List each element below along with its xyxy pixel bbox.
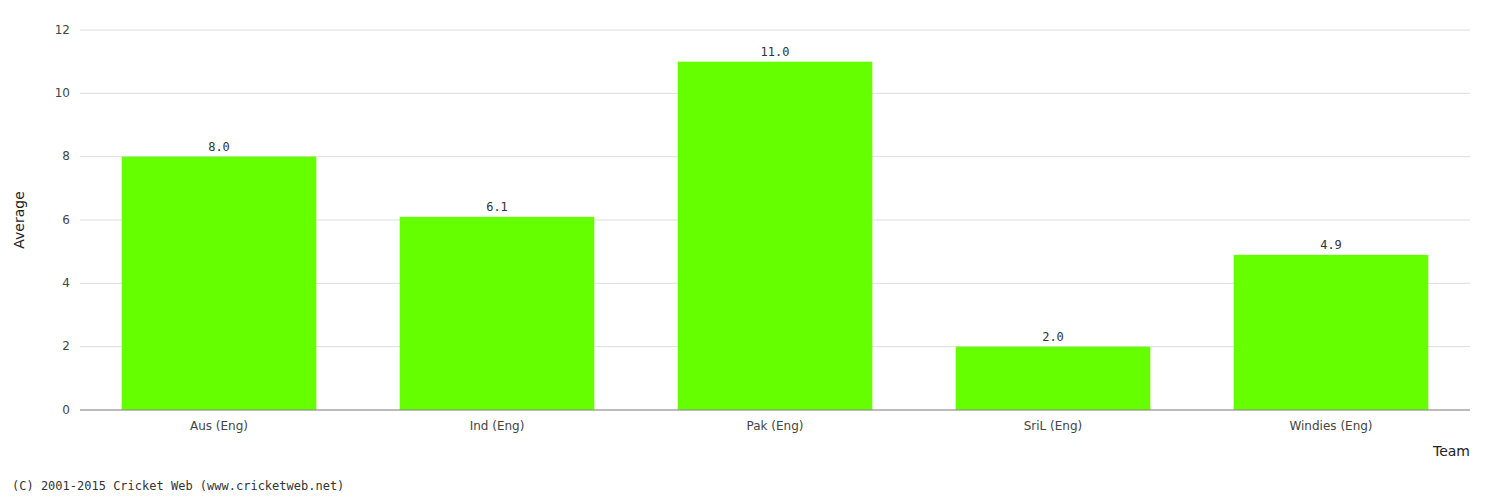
bar <box>1234 255 1429 410</box>
bar <box>122 157 317 410</box>
bar <box>400 217 595 410</box>
data-label: 11.0 <box>761 45 790 59</box>
chart-svg: 0 2 4 6 8 10 12 Average 8.0 6.1 11.0 2.0 4.9 Aus (Eng… <box>0 0 1500 500</box>
y-axis: 0 2 4 6 8 10 12 <box>55 23 70 417</box>
grid-line <box>80 410 1470 411</box>
y-tick-label: 12 <box>55 23 70 37</box>
x-tick-label: Pak (Eng) <box>747 419 804 433</box>
y-axis-label: Average <box>11 191 27 249</box>
x-tick-label: Windies (Eng) <box>1289 419 1372 433</box>
y-tick-label: 8 <box>62 149 70 163</box>
y-tick-label: 10 <box>55 86 70 100</box>
bar <box>678 62 873 410</box>
y-tick-label: 6 <box>62 213 70 227</box>
x-tick-label: SriL (Eng) <box>1024 419 1083 433</box>
data-label: 4.9 <box>1320 238 1342 252</box>
data-label: 6.1 <box>486 200 508 214</box>
grid-line <box>80 30 1470 31</box>
y-tick-label: 4 <box>62 276 70 290</box>
bars <box>122 62 1429 410</box>
y-tick-label: 0 <box>62 403 70 417</box>
bar <box>956 347 1151 410</box>
x-axis: Aus (Eng) Ind (Eng) Pak (Eng) SriL (Eng) Win… <box>190 419 1373 433</box>
chart-container: 0 2 4 6 8 10 12 Average 8.0 6.1 11.0 2.0 4.9 Aus (Eng… <box>0 0 1500 500</box>
y-tick-label: 2 <box>62 339 70 353</box>
data-label: 2.0 <box>1042 330 1064 344</box>
footer: (C) 2001-2015 Cricket Web (www.cricketwe… <box>12 479 344 493</box>
x-tick-label: Ind (Eng) <box>470 419 525 433</box>
y-grid <box>80 30 1470 410</box>
page: {"chart_data": {"type": "bar", "categori… <box>0 0 1500 500</box>
x-axis-label: Team <box>1432 443 1470 459</box>
x-tick-label: Aus (Eng) <box>190 419 248 433</box>
data-label: 8.0 <box>208 140 230 154</box>
x-axis-line <box>80 410 1470 411</box>
data-labels: 8.0 6.1 11.0 2.0 4.9 <box>208 45 1342 344</box>
